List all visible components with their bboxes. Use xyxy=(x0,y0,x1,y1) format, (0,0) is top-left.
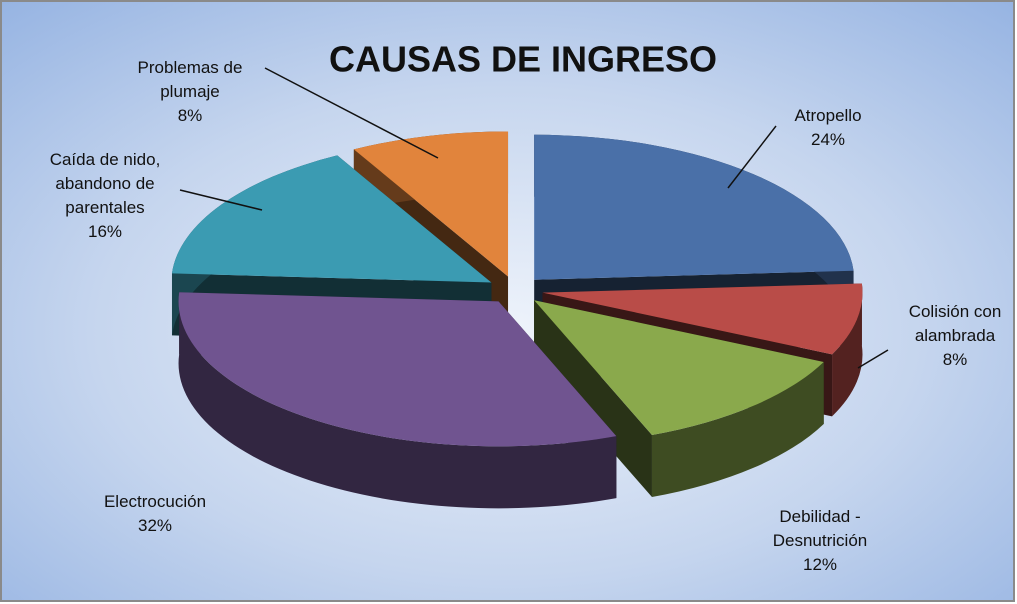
pie-slice-group xyxy=(178,292,617,509)
category-label: Problemas de plumaje xyxy=(137,58,243,101)
leader-line xyxy=(857,349,889,369)
data-label: Caída de nido, abandono de parentales 16% xyxy=(30,148,180,244)
slice-outer-wall xyxy=(651,361,824,498)
pie-slice xyxy=(534,134,854,280)
value-label: 16% xyxy=(87,222,123,241)
category-label: Colisión con alambrada xyxy=(908,302,1002,345)
chart-title: CAUSAS DE INGRESO xyxy=(329,39,717,80)
data-label: Atropello 24% xyxy=(768,104,888,152)
leader-line xyxy=(727,125,777,189)
leader-line xyxy=(264,67,439,159)
leader-line xyxy=(179,189,263,211)
slice-side-wall xyxy=(534,300,652,498)
category-label: Debilidad - Desnutrición xyxy=(772,507,868,550)
category-label: Atropello xyxy=(794,106,862,125)
slice-outer-wall xyxy=(832,283,863,417)
pie-slice-group xyxy=(534,300,824,498)
value-label: 32% xyxy=(137,516,173,535)
data-label: Electrocución 32% xyxy=(85,490,225,538)
pie-slice xyxy=(178,292,617,447)
pie-slice xyxy=(353,131,509,277)
slice-outer-wall xyxy=(178,292,617,509)
value-label: 24% xyxy=(810,130,846,149)
data-label: Problemas de plumaje 8% xyxy=(115,56,265,128)
pie-slice xyxy=(534,300,824,436)
value-label: 12% xyxy=(802,555,838,574)
category-label: Electrocución xyxy=(103,492,207,511)
data-label: Colisión con alambrada 8% xyxy=(885,300,1017,372)
pie-slice xyxy=(171,155,492,283)
value-label: 8% xyxy=(942,350,968,369)
category-label: Caída de nido, abandono de parentales xyxy=(49,150,161,217)
pie-slice xyxy=(542,283,863,355)
data-label: Debilidad - Desnutrición 12% xyxy=(745,505,895,577)
value-label: 8% xyxy=(177,106,203,125)
